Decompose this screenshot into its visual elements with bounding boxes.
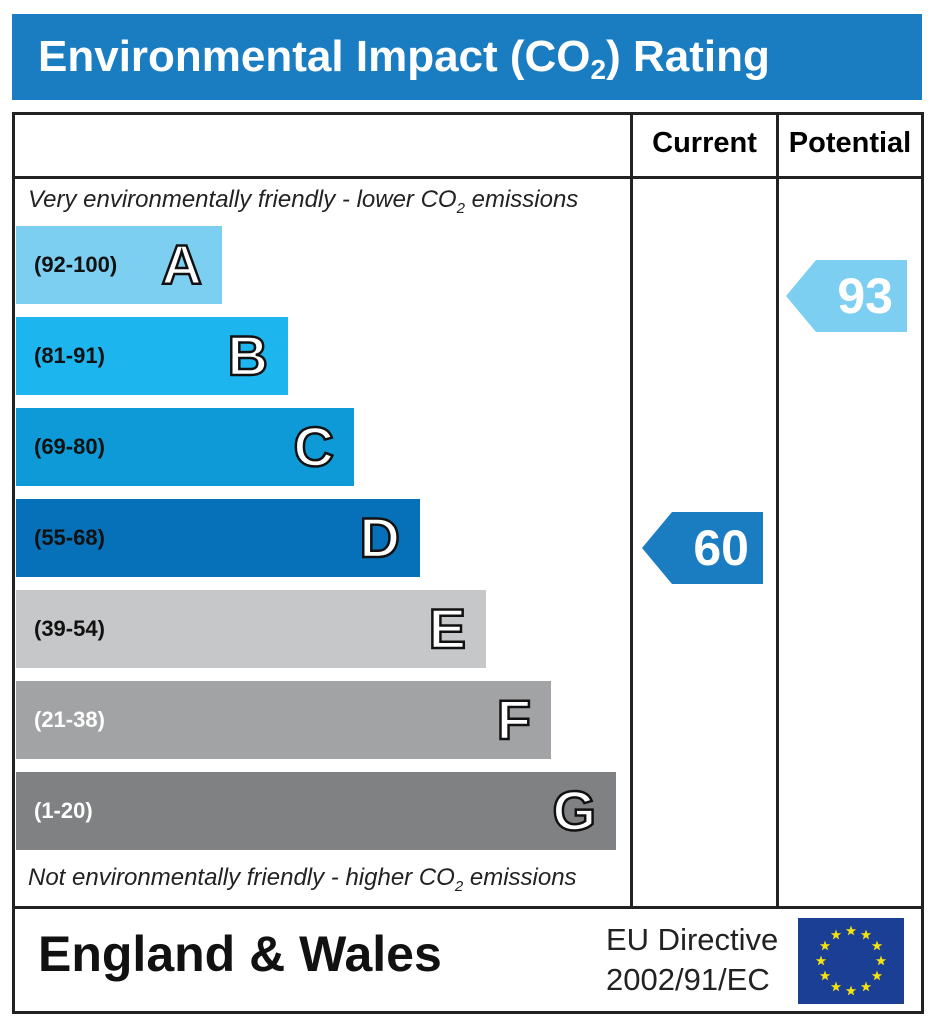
footer-divider [12, 906, 924, 909]
band-bar-f: (21-38) F [16, 681, 551, 759]
star-icon [875, 955, 887, 966]
star-icon [819, 970, 831, 981]
star-icon [871, 970, 883, 981]
band-bar-a: (92-100) A [16, 226, 222, 304]
band-bar-c: (69-80) C [16, 408, 354, 486]
star-icon [860, 929, 872, 940]
chart-frame [12, 112, 924, 1014]
header-divider [12, 176, 924, 179]
column-header-current: Current [652, 127, 757, 159]
band-letter: E [427, 596, 467, 662]
star-icon [871, 940, 883, 951]
band-letter: B [226, 323, 269, 389]
current-rating-value: 60 [693, 520, 749, 576]
band-range: (55-68) [34, 525, 105, 550]
eu-directive: EU Directive 2002/91/EC [606, 920, 778, 1000]
potential-rating-arrow: 93 [786, 260, 907, 332]
band-letter: F [496, 687, 533, 753]
band-letter: A [160, 232, 203, 298]
band-letter: G [551, 778, 597, 844]
band-range: (81-91) [34, 343, 105, 368]
band-bar-e: (39-54) E [16, 590, 486, 668]
band-range: (92-100) [34, 252, 118, 277]
band-letter: C [292, 414, 335, 480]
column-divider [776, 112, 779, 908]
chart-title: Environmental Impact (CO2) Rating [12, 14, 922, 100]
band-letter: D [358, 505, 401, 571]
eu-flag-icon [798, 918, 904, 1004]
star-icon [830, 929, 842, 940]
band-bar-b: (81-91) B [16, 317, 288, 395]
star-icon [845, 985, 857, 996]
column-header-potential: Potential [788, 127, 912, 159]
band-range: (69-80) [34, 434, 105, 459]
bottom-note: Not environmentally friendly - higher CO… [28, 864, 577, 895]
column-divider [630, 112, 633, 908]
band-bar-g: (1-20) G [16, 772, 616, 850]
top-note: Very environmentally friendly - lower CO… [28, 186, 579, 217]
current-rating-arrow: 60 [642, 512, 763, 584]
directive-line-2: 2002/91/EC [606, 962, 770, 997]
arrow-shape [642, 512, 763, 584]
star-icon [845, 925, 857, 936]
potential-rating-value: 93 [837, 268, 893, 324]
band-range: (21-38) [34, 707, 105, 732]
star-icon [860, 981, 872, 992]
star-icon [815, 955, 827, 966]
star-icon [830, 981, 842, 992]
band-range: (39-54) [34, 616, 105, 641]
directive-line-1: EU Directive [606, 922, 779, 957]
band-bar-d: (55-68) D [16, 499, 420, 577]
country-label: England & Wales [38, 926, 442, 982]
star-icon [819, 940, 831, 951]
arrow-shape [786, 260, 907, 332]
band-range: (1-20) [34, 798, 93, 823]
